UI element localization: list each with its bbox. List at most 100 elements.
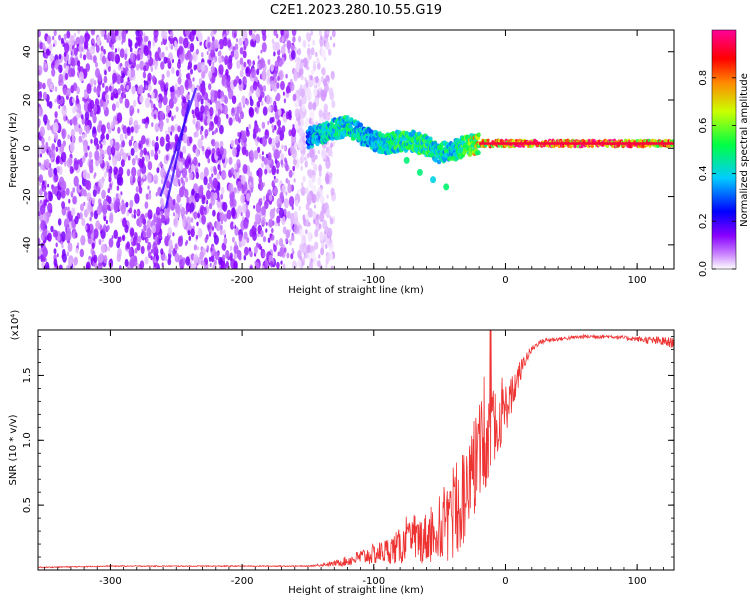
spectrogram-noise-blob <box>174 202 180 211</box>
spectrogram-noise-blob <box>53 248 57 255</box>
spectrogram-noise-blob <box>172 198 176 206</box>
spectrogram-noise-blob <box>146 116 149 122</box>
spectrogram-noise-blob <box>159 79 165 88</box>
spectrogram-noise-blob <box>276 168 279 174</box>
spectrogram-noise-blob <box>96 185 101 195</box>
spectrogram-noise-blob <box>271 165 277 176</box>
spectrogram-noise-blob <box>49 208 53 214</box>
spectrogram-noise-blob <box>237 180 243 192</box>
spectrogram-noise-blob <box>38 70 41 76</box>
spectrogram-noise-blob <box>197 32 203 43</box>
spectrogram-noise-blob <box>103 198 108 209</box>
spectrogram-noise-blob <box>48 191 53 202</box>
spectrogram-noise-blob <box>94 172 97 177</box>
spectrogram-noise-blob <box>264 129 270 140</box>
spectrogram-noise-blob <box>151 75 156 83</box>
spectrogram-noise-blob <box>320 148 326 159</box>
spectrogram-noise-blob <box>142 71 147 79</box>
spectrogram-noise-blob <box>314 241 319 250</box>
spectrogram-noise-blob <box>84 40 89 49</box>
spectrogram-noise-blob <box>75 247 79 254</box>
spectrogram-noise-blob <box>211 74 216 84</box>
spectrogram-signal-blob <box>664 138 668 143</box>
spectrogram-signal-blob <box>476 132 481 138</box>
spectrogram-noise-blob <box>299 84 303 90</box>
colorbar-gradient <box>711 29 737 270</box>
spectrogram-noise-blob <box>191 163 196 172</box>
spectrogram-noise-blob <box>316 196 320 203</box>
spectrogram-noise-blob <box>147 84 152 92</box>
spectrogram-noise-blob <box>248 30 253 36</box>
spectrogram-signal-blob <box>605 144 610 149</box>
spectrogram-noise-blob <box>231 107 235 114</box>
spectrogram-signal-blob <box>358 122 364 128</box>
spectrogram-noise-blob <box>121 234 126 242</box>
colorbar-tick-label: 0.0 <box>698 261 709 277</box>
spectrogram-noise-blob <box>103 33 108 41</box>
spectrogram-noise-blob <box>213 234 219 245</box>
spectrogram-noise-blob <box>70 84 75 93</box>
spectrogram-frame <box>37 29 675 270</box>
spectrogram-noise-blob <box>310 47 315 56</box>
spectrogram-noise-blob <box>166 70 171 78</box>
spectrogram-noise-blob <box>207 157 211 164</box>
spectrogram-noise-blob <box>137 216 143 228</box>
spectrogram-noise-blob <box>282 263 286 269</box>
spectrogram-noise-blob <box>301 235 307 245</box>
spectrogram-noise-blob <box>63 33 67 40</box>
spectrogram-noise-blob <box>249 96 252 101</box>
spectrogram-noise-blob <box>105 101 109 107</box>
spectrogram-noise-blob <box>243 231 248 240</box>
spectrogram-signal-blob <box>486 138 490 143</box>
spectrogram-noise-blob <box>119 133 124 142</box>
spectrogram-noise-blob <box>319 212 325 223</box>
spectrogram-noise-blob <box>247 59 250 64</box>
spectrogram-noise-blob <box>72 106 76 114</box>
spectrogram-signal-blob <box>590 144 595 149</box>
spectrogram-noise-blob <box>302 40 307 48</box>
spectrogram-noise-blob <box>115 197 121 208</box>
spectrogram-noise-blob <box>287 48 290 54</box>
spectrogram-noise-blob <box>278 57 283 67</box>
spectrogram-noise-blob <box>277 222 280 227</box>
spectrogram-noise-blob <box>206 189 211 200</box>
spectrogram-branch-blob <box>430 176 437 184</box>
spectrogram-noise-blob <box>182 180 186 187</box>
spectrogram-noise-blob <box>68 67 73 78</box>
spectrogram-noise-blob <box>104 70 107 76</box>
spectrogram-noise-blob <box>177 178 180 184</box>
spectrogram-noise-blob <box>129 47 133 53</box>
spectrogram-noise-blob <box>41 137 45 145</box>
spectrogram-noise-blob <box>305 117 309 123</box>
spectrogram-noise-blob <box>101 189 106 199</box>
spectrogram-noise-blob <box>308 179 313 189</box>
spectrogram-noise-blob <box>156 136 159 142</box>
spectrogram-noise-blob <box>305 187 309 195</box>
spectrogram-noise-blob <box>331 71 334 76</box>
spectrogram-noise-blob <box>138 180 142 188</box>
spectrogram-noise-blob <box>227 59 233 70</box>
spectrogram-noise-blob <box>136 37 141 47</box>
spectrogram-noise-blob <box>38 162 41 167</box>
spectrogram-noise-blob <box>46 48 50 56</box>
spectrogram-x-tick-label: -300 <box>99 275 122 286</box>
spectrogram-noise-blob <box>56 253 59 258</box>
spectrogram-noise-blob <box>70 191 74 197</box>
spectrogram-noise-blob <box>201 135 204 141</box>
snr-background <box>38 330 674 570</box>
spectrogram-noise-blob <box>298 205 302 211</box>
spectrogram-noise-blob <box>147 241 152 251</box>
spectrogram-noise-blob <box>204 210 207 216</box>
spectrogram-noise-blob <box>213 192 218 201</box>
spectrogram-noise-blob <box>52 35 55 41</box>
spectrogram-noise-blob <box>174 133 179 142</box>
spectrogram-noise-blob <box>153 113 157 120</box>
spectrogram-noise <box>38 30 336 269</box>
spectrogram-noise-blob <box>147 92 150 98</box>
spectrogram-noise-blob <box>154 51 160 62</box>
spectrogram-noise-blob <box>273 102 276 107</box>
snr-x-tick-label: -100 <box>362 576 385 587</box>
spectrogram-noise-blob <box>208 256 212 262</box>
spectrogram-noise-blob <box>57 139 62 148</box>
spectrogram-noise-blob <box>301 62 304 68</box>
